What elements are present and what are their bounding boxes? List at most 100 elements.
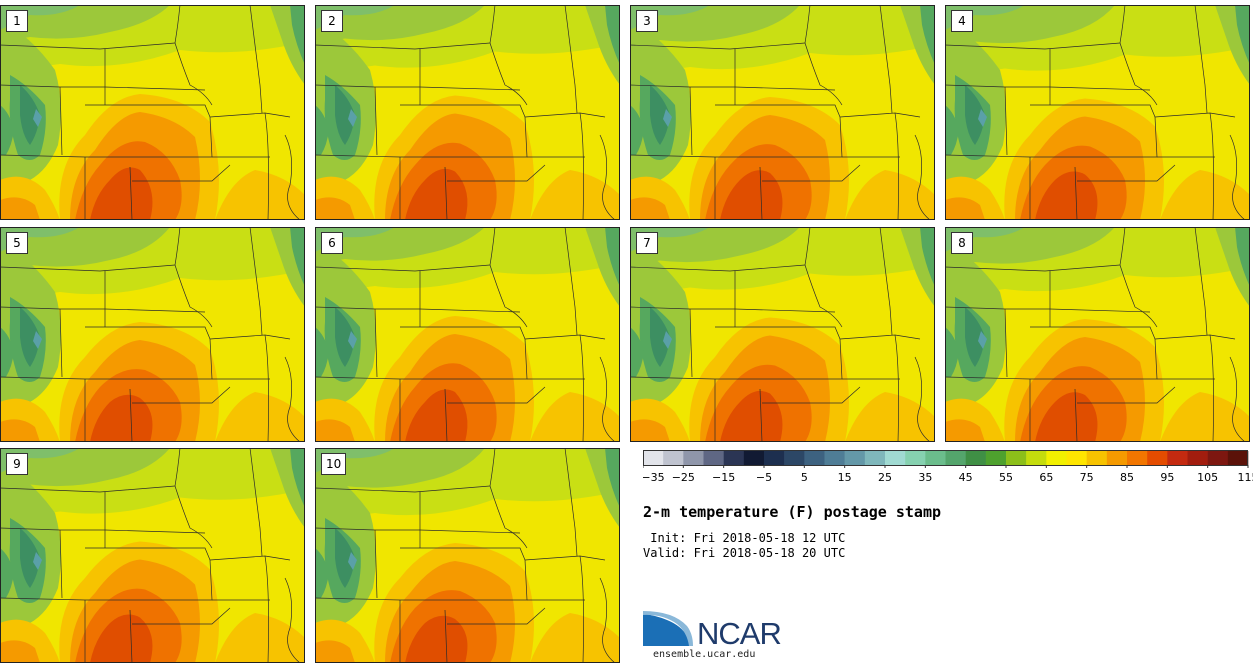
temperature-field-region (20, 528, 40, 588)
state-boundary (129, 609, 133, 663)
state-boundary (315, 527, 521, 534)
member-number-label: 8 (951, 232, 973, 254)
colorbar-bin (985, 451, 1007, 465)
temperature-field-region (215, 392, 305, 442)
colorbar-bin (1127, 451, 1148, 465)
colorbar-bin (764, 451, 785, 465)
state-boundary (689, 308, 693, 378)
state-boundary (315, 597, 401, 601)
temperature-field-region (315, 448, 485, 491)
member-number-label: 5 (6, 232, 28, 254)
member-panel[interactable]: 9 (0, 448, 305, 663)
state-boundary (129, 388, 133, 442)
temperature-field-region (315, 419, 355, 442)
member-panel[interactable]: 1 (0, 5, 305, 220)
state-boundary (284, 134, 301, 220)
state-boundary (630, 264, 806, 272)
temperature-field-region (315, 548, 329, 598)
colorbar-bin (1106, 451, 1128, 465)
colorbar-bin (643, 451, 664, 465)
state-boundary (579, 555, 584, 663)
state-boundary (264, 555, 269, 663)
member-panel[interactable]: 7 (630, 227, 935, 442)
colorbar-bin (703, 451, 724, 465)
colorbar-tick-label: 25 (878, 471, 892, 484)
state-boundary (1004, 86, 1008, 156)
temperature-field-region (290, 227, 305, 287)
temperature-field-region (945, 197, 985, 220)
member-panel[interactable]: 5 (0, 227, 305, 442)
temperature-field-region (630, 105, 644, 155)
colorbar-frame (643, 450, 1248, 466)
member-panel[interactable]: 3 (630, 5, 935, 220)
state-boundary (804, 5, 811, 44)
colorbar-bin (1006, 451, 1027, 465)
logo-text: NCAR (697, 616, 781, 650)
colorbar-bin (1147, 451, 1168, 465)
state-boundary (315, 264, 491, 272)
temperature-field-region (663, 331, 672, 349)
state-boundary (59, 308, 63, 378)
colorbar-bin (743, 451, 765, 465)
state-boundary (1074, 166, 1078, 220)
temperature-field-region (605, 5, 620, 65)
temperature-field-region (90, 394, 153, 442)
state-boundary (804, 42, 843, 106)
state-boundary (0, 527, 206, 534)
state-boundary (945, 84, 1151, 91)
colorbar-bin (844, 451, 866, 465)
temperature-field-region (0, 327, 14, 377)
member-panel[interactable]: 6 (315, 227, 620, 442)
colorbar-tick-label: 95 (1160, 471, 1174, 484)
colorbar-tick-label: 75 (1080, 471, 1094, 484)
state-boundary (284, 356, 301, 442)
state-boundary (249, 448, 263, 557)
state-boundary (914, 356, 931, 442)
member-panel[interactable]: 10 (315, 448, 620, 663)
temperature-field-region (650, 307, 670, 367)
temperature-field-region (920, 227, 935, 287)
colorbar-tick-label: −5 (756, 471, 772, 484)
temperature-map (630, 227, 935, 442)
state-boundary (447, 164, 546, 182)
state-boundary (945, 376, 1031, 380)
member-panel[interactable]: 4 (945, 5, 1250, 220)
state-boundary (0, 306, 206, 313)
temperature-field-region (1160, 170, 1250, 220)
temperature-field-region (315, 640, 355, 663)
colorbar-bin (683, 451, 704, 465)
state-boundary (174, 485, 213, 549)
temperature-map (945, 5, 1250, 220)
logo-swoosh-blue (643, 614, 691, 646)
state-boundary (630, 376, 716, 380)
member-panel[interactable]: 8 (945, 227, 1250, 442)
temperature-map (0, 227, 305, 442)
temperature-field-region (0, 640, 40, 663)
colorbar-tick-label: 55 (999, 471, 1013, 484)
member-number-label: 2 (321, 10, 343, 32)
colorbar-bin (945, 451, 966, 465)
init-time: Init: Fri 2018-05-18 12 UTC (643, 531, 846, 545)
temperature-field-region (945, 105, 959, 155)
temperature-field-region (650, 85, 670, 145)
temperature-field-region (945, 327, 959, 377)
temperature-field-region (335, 307, 355, 367)
state-boundary (945, 42, 1121, 50)
state-boundary (1194, 5, 1208, 114)
state-boundary (579, 112, 584, 220)
state-boundary (1209, 112, 1214, 220)
state-boundary (174, 264, 213, 328)
temperature-field-region (1235, 5, 1250, 65)
colorbar-bin (1227, 451, 1249, 465)
colorbar-bin (1086, 451, 1108, 465)
state-boundary (1119, 227, 1126, 266)
temperature-field-region (33, 331, 42, 349)
colorbar-bin (1046, 451, 1067, 465)
temperature-field-region (605, 448, 620, 508)
state-boundary (489, 227, 496, 266)
state-boundary (315, 154, 401, 158)
temperature-field-region (215, 170, 305, 220)
valid-time: Valid: Fri 2018-05-18 20 UTC (643, 546, 846, 560)
member-panel[interactable]: 2 (315, 5, 620, 220)
temperature-field-region (290, 448, 305, 508)
